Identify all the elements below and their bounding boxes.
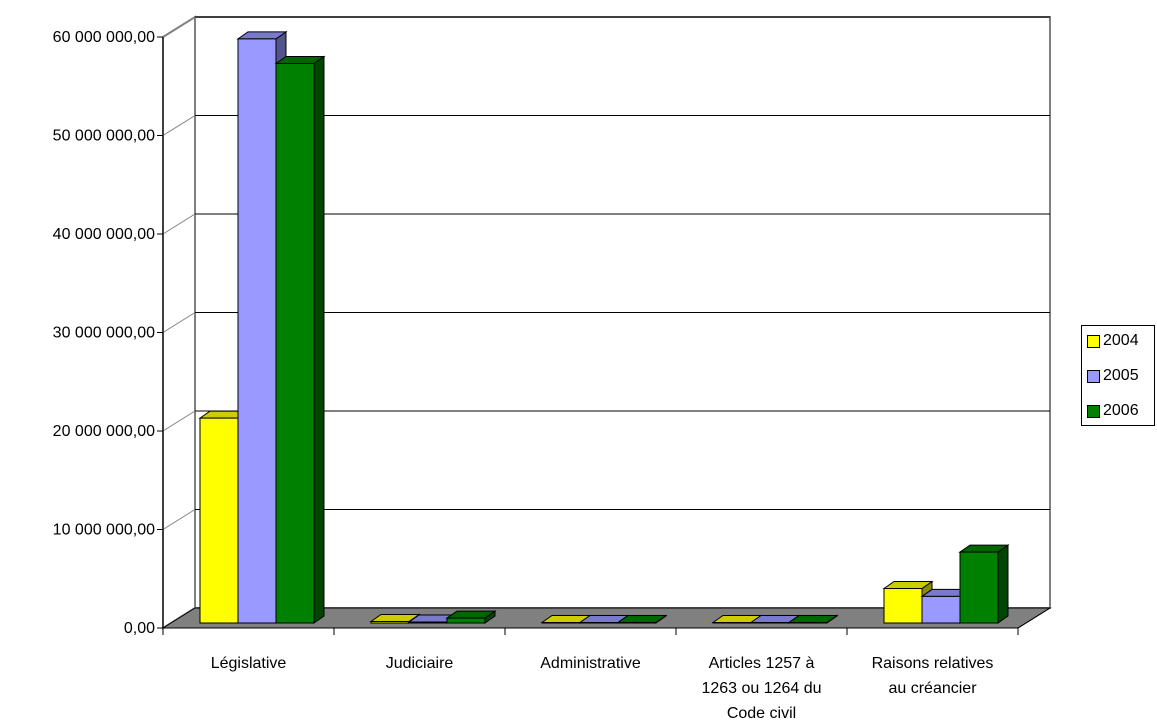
bar-2006-0-side: [313, 55, 325, 624]
y-tick-label: 60 000 000,00: [53, 29, 155, 46]
gridline-side: [162, 509, 196, 530]
gridline-side: [162, 115, 196, 136]
bar-2004-1: [370, 621, 410, 624]
y-tick-label: 40 000 000,00: [53, 226, 155, 243]
bar-2006-4-side: [997, 544, 1009, 624]
gridline-side: [162, 312, 196, 333]
bar-2006-1: [446, 617, 486, 624]
legend-swatch-2004: [1087, 334, 1100, 348]
legend-label-2005: 2005: [1103, 367, 1139, 384]
bar-2006-0: [275, 63, 315, 624]
x-axis-depth: [1017, 607, 1051, 629]
y-tick-label: 30 000 000,00: [53, 325, 155, 342]
y-tick-label: 20 000 000,00: [53, 423, 155, 440]
y-tick-label: 10 000 000,00: [53, 522, 155, 539]
y-tick-label: 50 000 000,00: [53, 128, 155, 145]
legend-label-2006: 2006: [1103, 402, 1139, 419]
bar-2005-4: [921, 595, 961, 624]
chart-legend: 2004 2005 2006: [1081, 325, 1155, 426]
legend-item-2005: 2005: [1087, 366, 1139, 386]
gridline-side: [162, 213, 196, 235]
x-tick-label: Raisons relatives: [872, 655, 994, 672]
legend-swatch-2006: [1087, 404, 1100, 418]
y-tick-label: 0,00: [124, 620, 155, 637]
x-tick-label: au créancier: [888, 680, 977, 697]
x-tick-label: Judiciaire: [386, 655, 454, 672]
bar-2004-0: [199, 417, 239, 624]
bar-2005-0: [237, 38, 277, 624]
bar-2006-4: [959, 551, 999, 624]
x-tick-label: Législative: [211, 655, 287, 672]
gridline-side: [162, 16, 196, 38]
legend-label-2004: 2004: [1103, 332, 1139, 349]
legend-item-2006: 2006: [1087, 401, 1139, 421]
x-tick-label: Administrative: [540, 655, 641, 672]
bar-2004-4: [883, 588, 923, 624]
x-tick-label: Code civil: [727, 705, 796, 722]
bar-2005-1: [408, 621, 448, 624]
legend-item-2004: 2004: [1087, 331, 1139, 351]
gridline-side: [162, 410, 196, 432]
legend-swatch-2005: [1087, 369, 1100, 383]
x-tick-label: Articles 1257 à: [709, 655, 815, 672]
x-tick-label: 1263 ou 1264 du: [701, 680, 821, 697]
